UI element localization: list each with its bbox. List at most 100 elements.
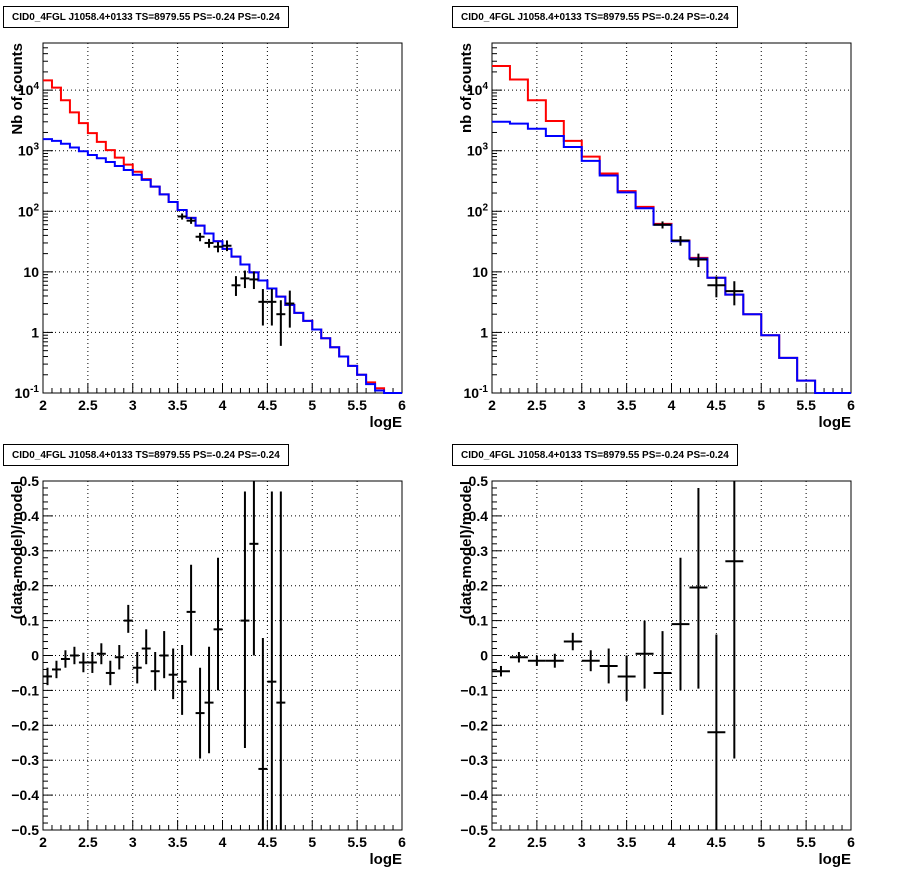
x-tick-label: 2 <box>39 834 47 850</box>
pad-1: 2 2.5 3 3.5 4 4.5 5 5.5 6 10-1 1 10 102 103 104 logE Nb … <box>9 42 406 431</box>
data-point <box>707 634 726 830</box>
y-axis-title: Nb of counts <box>9 43 26 135</box>
x-tick-label: 4.5 <box>707 834 727 850</box>
x-tick-label: 6 <box>847 834 855 850</box>
data-point <box>150 652 160 691</box>
y-tick-label: 0.1 <box>20 613 40 629</box>
pad-1-title: CID0_4FGL J1058.4+0133 TS=8979.55 PS=-0.… <box>3 6 289 28</box>
y-axis-title: (data-model)/model <box>458 481 475 619</box>
y-tick-label: 0.5 <box>469 473 489 489</box>
data-point <box>671 236 690 246</box>
data-point <box>105 660 115 686</box>
data-point <box>213 557 223 691</box>
y-tick-label: 1 <box>480 324 488 340</box>
x-tick-label: 3 <box>578 397 586 413</box>
data-point <box>123 604 133 633</box>
pad-3-title: CID0_4FGL J1058.4+0133 TS=8979.55 PS=-0.… <box>3 444 289 466</box>
data-point <box>653 631 672 715</box>
y-tick-label: 10-1 <box>15 384 40 401</box>
y-tick-label: −0.1 <box>11 682 39 698</box>
data-points <box>43 481 286 830</box>
y-tick-label: −0.5 <box>460 822 488 838</box>
data-point <box>671 557 690 691</box>
data-point <box>689 253 708 268</box>
y-tick-label: 0.4 <box>469 508 489 524</box>
x-tick-label: 3.5 <box>168 834 188 850</box>
tick-marks <box>491 480 852 831</box>
data-point <box>267 289 277 326</box>
data-points <box>177 213 295 346</box>
x-tick-label: 3 <box>578 834 586 850</box>
data-point <box>563 632 582 651</box>
data-point <box>168 648 178 700</box>
x-tick-label: 2.5 <box>78 397 98 413</box>
y-tick-label: 0.2 <box>20 578 40 594</box>
x-axis-title: logE <box>819 414 852 431</box>
data-point <box>204 238 214 248</box>
data-point <box>240 270 250 289</box>
data-point <box>527 655 546 666</box>
data-point <box>249 481 259 656</box>
y-tick-label: 0 <box>31 648 39 664</box>
x-tick-label: 5 <box>308 834 316 850</box>
x-tick-label: 4 <box>668 397 676 413</box>
data-point <box>258 289 268 326</box>
tick-marks <box>491 42 852 394</box>
x-tick-label: 2 <box>488 397 496 413</box>
data-point <box>617 655 636 701</box>
data-point <box>69 646 79 665</box>
y-tick-label: 0.3 <box>20 543 40 559</box>
x-tick-label: 2 <box>488 834 496 850</box>
data-points <box>492 481 744 830</box>
y-tick-label: 104 <box>467 81 489 98</box>
data-point <box>725 281 744 306</box>
y-tick-label: 0.5 <box>20 473 40 489</box>
data-point <box>195 232 205 242</box>
data-point <box>581 650 600 672</box>
x-tick-label: 5.5 <box>796 834 816 850</box>
grid <box>43 43 402 393</box>
tick-marks <box>42 480 403 831</box>
y-tick-label: 103 <box>467 142 489 159</box>
data-point <box>240 491 250 748</box>
x-tick-label: 4 <box>668 834 676 850</box>
pad-3: 2 2.5 3 3.5 4 4.5 5 5.5 6 −0.5 −0.4 −0.3 −0.2 −0.1 0 0.… <box>9 473 406 868</box>
x-tick-label: 3.5 <box>168 397 188 413</box>
data-point <box>635 620 654 689</box>
y-tick-label: 10-1 <box>464 384 489 401</box>
y-tick-label: −0.3 <box>460 752 488 768</box>
y-tick-label: −0.4 <box>460 787 488 803</box>
data-point <box>276 491 286 830</box>
x-tick-label: 6 <box>398 834 406 850</box>
y-tick-label: −0.2 <box>460 717 488 733</box>
series-component-histogram <box>492 120 851 394</box>
data-point <box>114 645 124 670</box>
data-point <box>87 652 97 673</box>
data-point <box>222 240 232 252</box>
data-point <box>186 564 196 656</box>
y-tick-label: −0.5 <box>11 822 39 838</box>
data-points <box>653 221 744 306</box>
x-axis-title: logE <box>819 851 852 868</box>
series-component-histogram <box>43 138 402 394</box>
y-tick-label: −0.2 <box>11 717 39 733</box>
y-tick-label: 10 <box>472 264 488 280</box>
y-axis-title: nb of counts <box>458 43 475 133</box>
data-point <box>186 217 196 224</box>
y-tick-label: 0.1 <box>469 613 489 629</box>
y-tick-label: 0 <box>480 648 488 664</box>
y-tick-label: 102 <box>18 202 40 219</box>
data-point <box>177 645 187 715</box>
data-point <box>599 648 618 684</box>
x-axis-title: logE <box>370 414 403 431</box>
data-point <box>509 652 528 663</box>
data-point <box>707 276 726 298</box>
x-tick-label: 4 <box>219 397 227 413</box>
data-point <box>60 650 70 668</box>
x-tick-label: 2.5 <box>78 834 98 850</box>
data-point <box>141 629 151 665</box>
data-point <box>78 652 88 673</box>
pad-4: 2 2.5 3 3.5 4 4.5 5 5.5 6 −0.5 −0.4 −0.3 −0.2 −0.1 0 0.… <box>458 473 855 868</box>
data-point <box>195 667 205 759</box>
y-tick-label: 0.3 <box>469 543 489 559</box>
